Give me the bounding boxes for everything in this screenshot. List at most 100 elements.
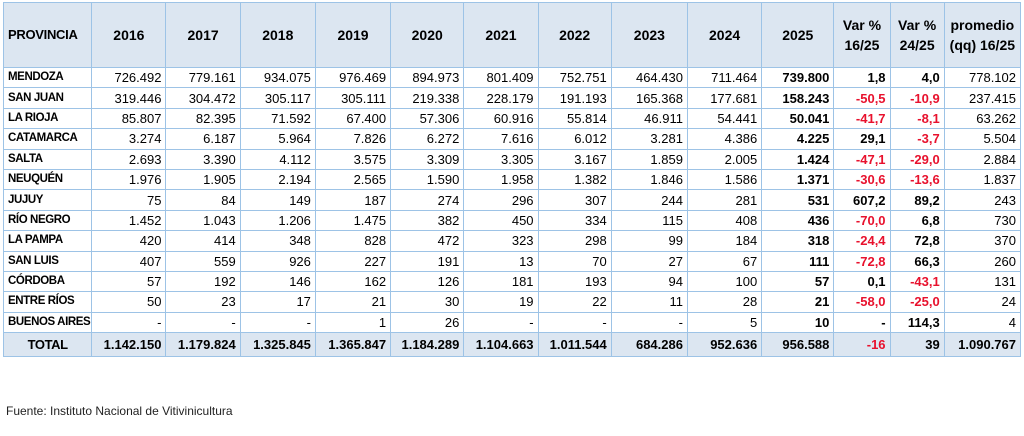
value-cell: 4,0: [889, 66, 945, 89]
value-cell: 464.430: [610, 66, 688, 89]
value-cell: 318: [761, 230, 835, 252]
value-cell: 70: [537, 250, 612, 272]
value-cell: -25,0: [889, 291, 945, 313]
table-row: MENDOZA 726.492 779.161 934.075 976.469 894.9…: [2, 66, 1022, 89]
province-cell: SAN JUAN: [2, 87, 93, 109]
value-cell: 5.504: [943, 128, 1022, 150]
table-row: LA RIOJA 85.807 82.395 71.592 67.400 57.306 60…: [2, 107, 1022, 130]
value-cell: 115: [610, 209, 688, 232]
source-note: Fuente: Instituto Nacional de Vitivinicu…: [6, 404, 233, 418]
value-cell: 420: [91, 230, 167, 252]
province-cell: CÓRDOBA: [2, 270, 93, 293]
value-cell: 3.390: [165, 148, 241, 170]
value-cell: 778.102: [943, 66, 1022, 89]
province-cell: LA RIOJA: [2, 107, 93, 130]
value-cell: 3.281: [610, 128, 688, 150]
province-cell: LA PAMPA: [2, 230, 93, 252]
value-cell: 219.338: [390, 87, 465, 109]
value-cell: 531: [761, 189, 835, 211]
value-cell: 24: [943, 291, 1022, 313]
value-cell: 146: [239, 270, 316, 293]
total-cell: 39: [889, 332, 945, 358]
value-cell: 6,8: [889, 209, 945, 232]
value-cell: 298: [537, 230, 612, 252]
value-cell: 17: [239, 291, 316, 313]
value-cell: 1.846: [610, 168, 688, 191]
value-cell: 307: [537, 189, 612, 211]
total-cell: -16: [833, 332, 891, 358]
value-cell: 55.814: [537, 107, 612, 130]
value-cell: -72,8: [833, 250, 891, 272]
value-cell: 2.693: [91, 148, 167, 170]
value-cell: 1.586: [686, 168, 763, 191]
value-cell: 30: [390, 291, 465, 313]
value-cell: 6.272: [390, 128, 465, 150]
value-cell: -70,0: [833, 209, 891, 232]
value-cell: 63.262: [943, 107, 1022, 130]
value-cell: -8,1: [889, 107, 945, 130]
total-cell: 956.588: [761, 332, 835, 358]
value-cell: 21: [314, 291, 392, 313]
value-cell: 71.592: [239, 107, 316, 130]
value-cell: 711.464: [686, 66, 763, 89]
value-cell: 1.905: [165, 168, 241, 191]
value-cell: 382: [390, 209, 465, 232]
value-cell: 50: [91, 291, 167, 313]
value-cell: -30,6: [833, 168, 891, 191]
value-cell: 348: [239, 230, 316, 252]
value-cell: 1.475: [314, 209, 392, 232]
value-cell: 934.075: [239, 66, 316, 89]
value-cell: 192: [165, 270, 241, 293]
value-cell: 191: [390, 250, 465, 272]
value-cell: 6.187: [165, 128, 241, 150]
value-cell: 726.492: [91, 66, 167, 89]
header-cell: PROVINCIA: [2, 2, 93, 68]
value-cell: 75: [91, 189, 167, 211]
value-cell: 739.800: [761, 66, 835, 89]
value-cell: -: [463, 311, 539, 334]
total-cell: 952.636: [686, 332, 763, 358]
value-cell: 100: [686, 270, 763, 293]
value-cell: 4.112: [239, 148, 316, 170]
total-cell: 1.325.845: [239, 332, 316, 358]
value-cell: 99: [610, 230, 688, 252]
value-cell: 3.575: [314, 148, 392, 170]
province-cell: SAN LUIS: [2, 250, 93, 272]
value-cell: 976.469: [314, 66, 392, 89]
value-cell: 67.400: [314, 107, 392, 130]
value-cell: 828: [314, 230, 392, 252]
value-cell: 50.041: [761, 107, 835, 130]
value-cell: 408: [686, 209, 763, 232]
table-row: CÓRDOBA 57 192 146 162 126 181 193 94 100 57 0,1 -43…: [2, 270, 1022, 293]
value-cell: 730: [943, 209, 1022, 232]
province-cell: SALTA: [2, 148, 93, 170]
table-row: LA PAMPA 420 414 348 828 472 323 298 99 184 318 -24…: [2, 230, 1022, 252]
value-cell: 158.243: [761, 87, 835, 109]
total-cell: 1.142.150: [91, 332, 167, 358]
value-cell: 60.916: [463, 107, 539, 130]
value-cell: 114,3: [889, 311, 945, 334]
header-cell: 2023: [610, 2, 688, 68]
province-cell: NEUQUÉN: [2, 168, 93, 191]
header-row: PROVINCIA 2016 2017 2018 2019 2020 2021 2022 202…: [2, 2, 1022, 68]
table-row: BUENOS AIRES - - -1 26- - -5 10-114,3 4: [2, 311, 1022, 334]
total-cell: 1.184.289: [390, 332, 465, 358]
value-cell: 1: [314, 311, 392, 334]
value-cell: 334: [537, 209, 612, 232]
value-cell: 89,2: [889, 189, 945, 211]
value-cell: 181: [463, 270, 539, 293]
header-cell: promedio (qq) 16/25: [943, 2, 1022, 68]
total-cell: 684.286: [610, 332, 688, 358]
header-cell: 2024: [686, 2, 763, 68]
value-cell: 2.565: [314, 168, 392, 191]
value-cell: 26: [390, 311, 465, 334]
value-cell: 926: [239, 250, 316, 272]
province-cell: RÍO NEGRO: [2, 209, 93, 232]
value-cell: 184: [686, 230, 763, 252]
province-cell: BUENOS AIRES: [2, 311, 93, 334]
value-cell: 191.193: [537, 87, 612, 109]
value-cell: 801.409: [463, 66, 539, 89]
value-cell: 559: [165, 250, 241, 272]
value-cell: 0,1: [833, 270, 891, 293]
table-body: MENDOZA 726.492 779.161 934.075 976.469 894.9…: [2, 66, 1022, 358]
